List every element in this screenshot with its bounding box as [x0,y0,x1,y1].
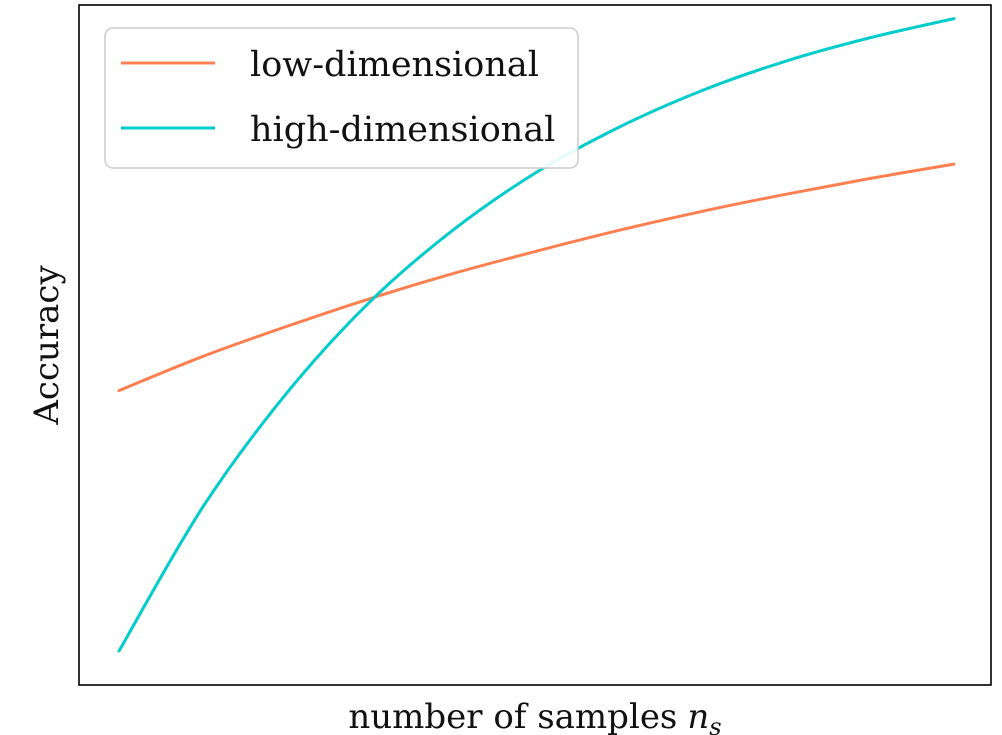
legend-box [104,27,579,169]
series-line-high-dimensional [117,17,956,653]
series-layer [117,17,956,653]
x-axis-label-math: n [687,697,709,735]
x-axis-label-text: number of samples [348,697,677,735]
y-axis-label: Accuracy [27,265,67,426]
legend: low-dimensional high-dimensional [104,27,579,169]
x-axis-label-subscript: s [709,713,721,735]
x-axis-label: number of samples ns [348,697,721,735]
legend-label-high-dimensional: high-dimensional [250,110,555,150]
legend-label-low-dimensional: low-dimensional [250,45,539,85]
series-line-low-dimensional [117,162,956,393]
plot-frame [78,4,992,686]
